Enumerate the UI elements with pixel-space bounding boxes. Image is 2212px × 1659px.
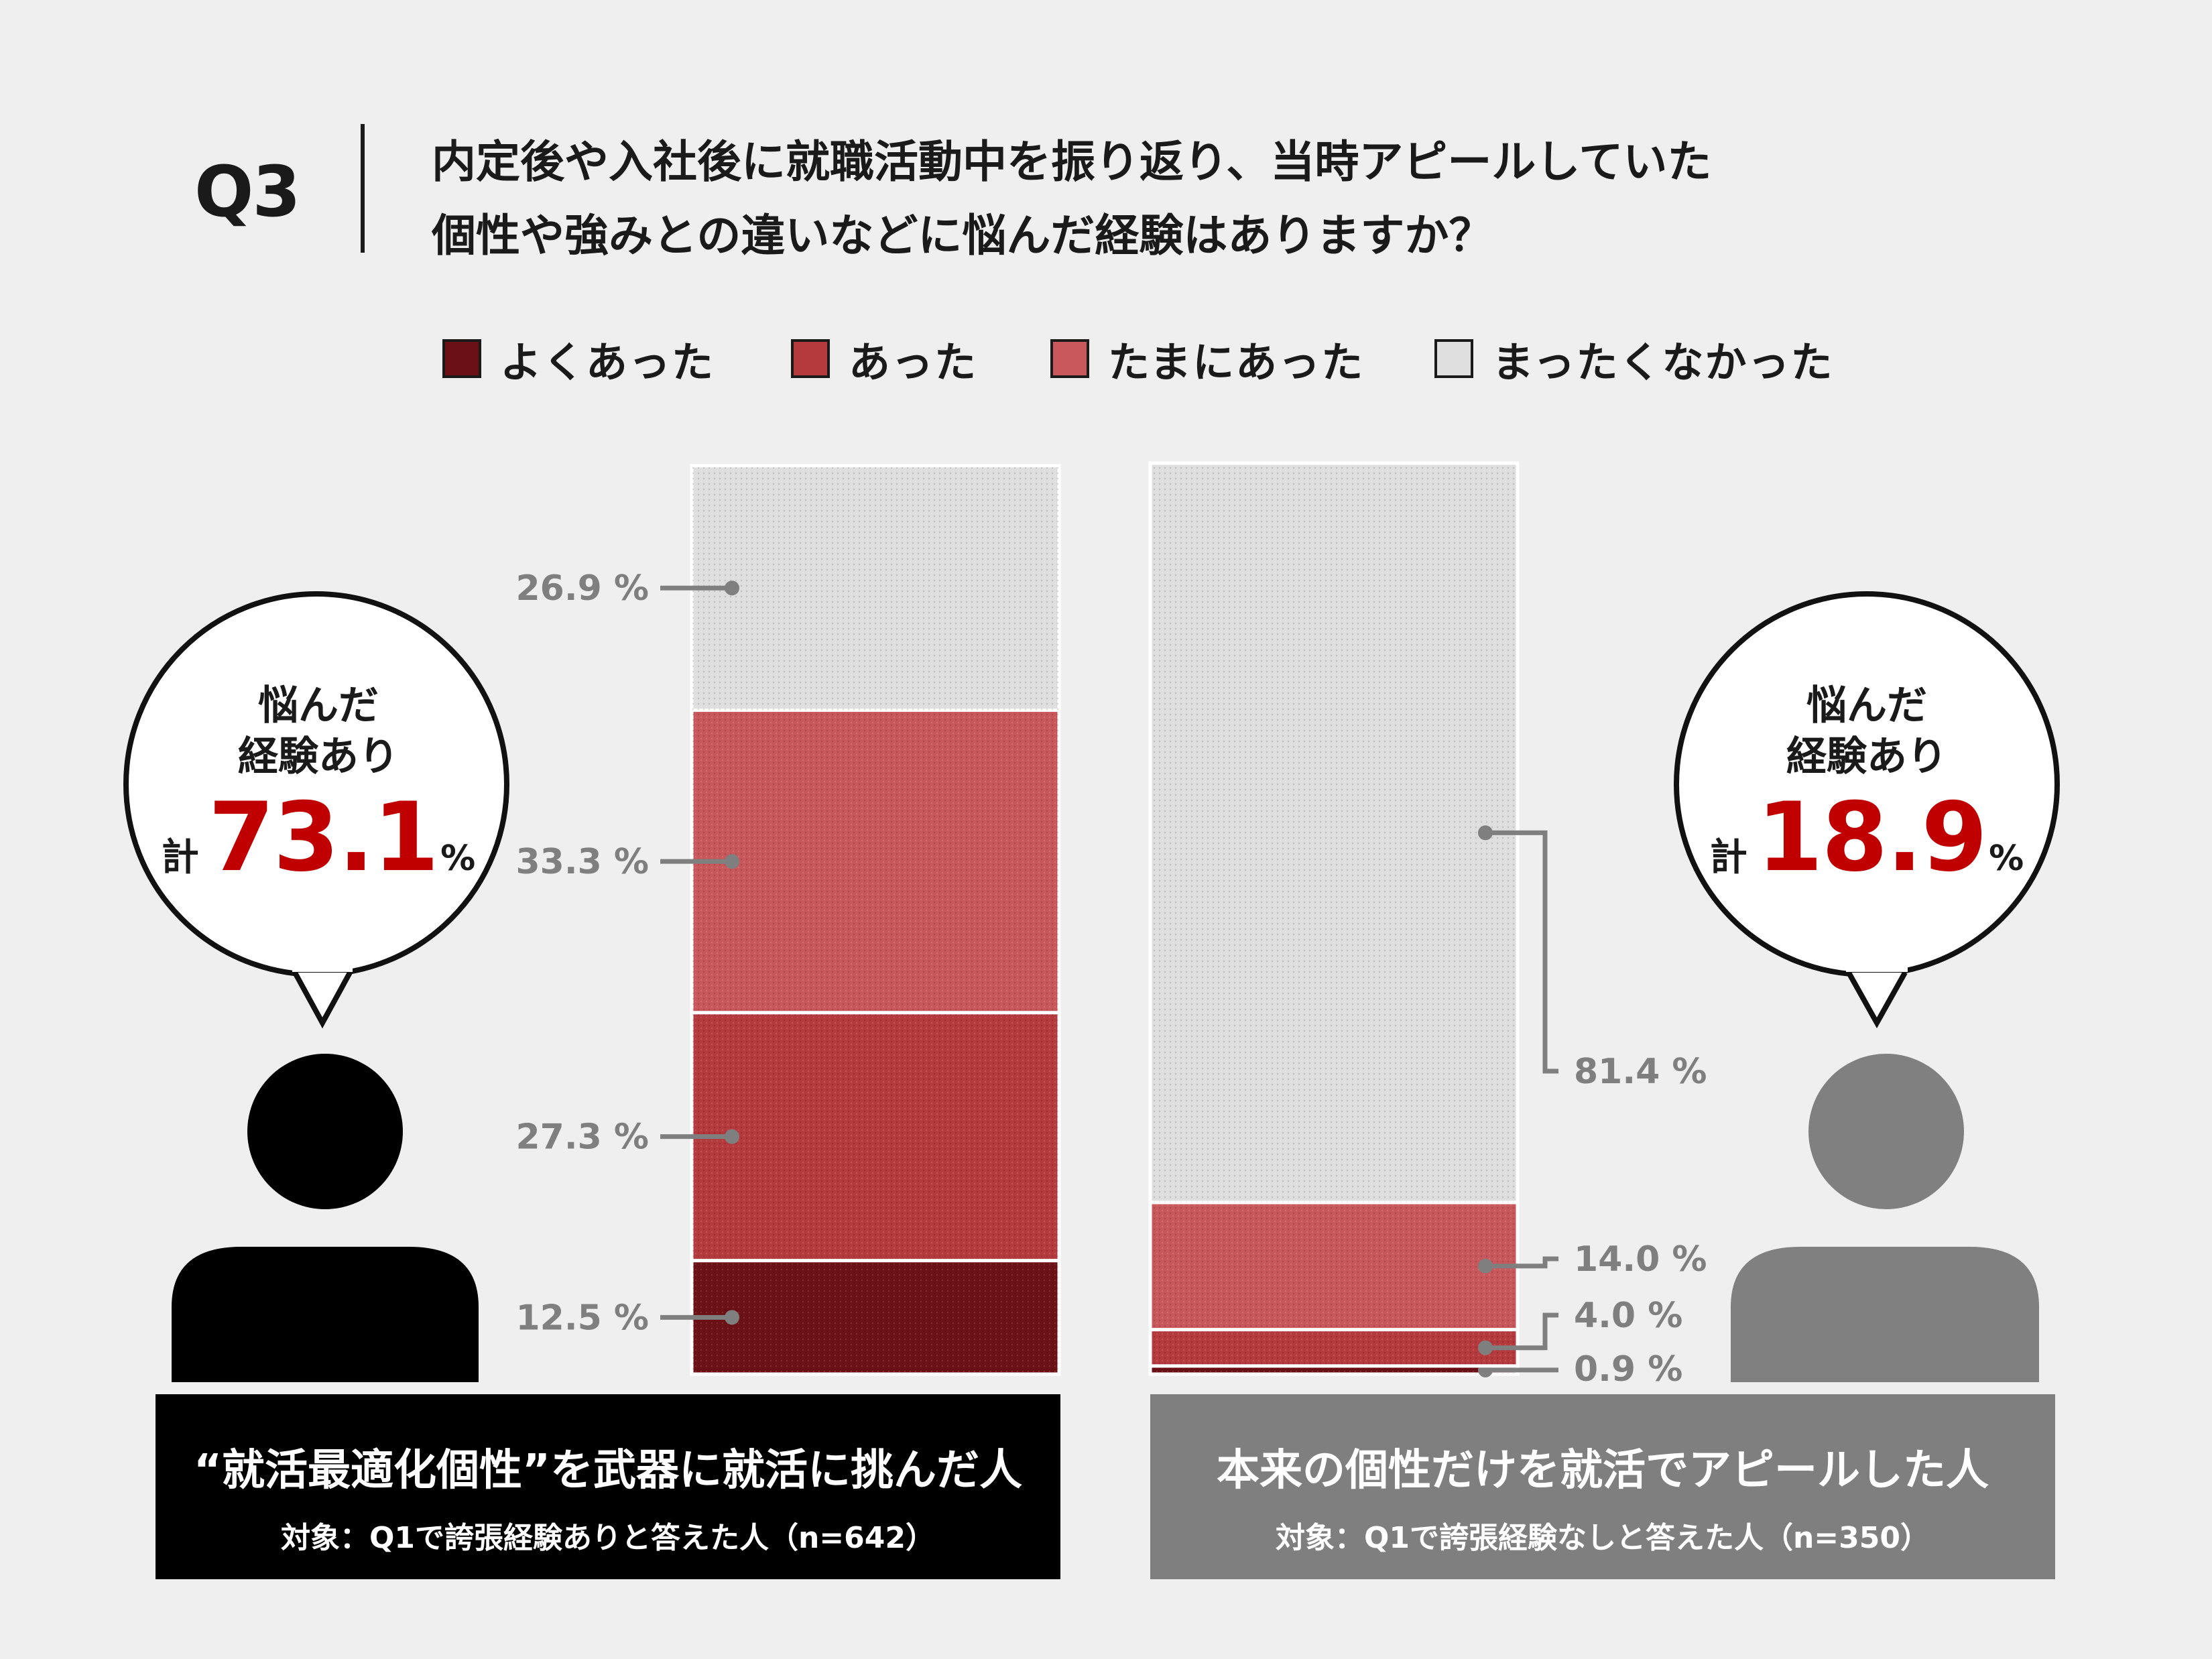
right-group-panel: 本来の個性だけを就活でアピールした人 対象：Q1で誇張経験なしと答えた人（n=3… <box>1150 1394 2055 1579</box>
right-bubble-total: 計 18.9 % <box>1682 782 2051 893</box>
legend-label-had: あった <box>849 338 978 387</box>
left-data-label-often-dot <box>725 1310 739 1325</box>
left-speech-bubble <box>123 591 509 1029</box>
legend-swatch-never <box>1434 339 1473 378</box>
right-bubble-content: 悩んだ 経験あり 計 18.9 % <box>1682 680 2051 893</box>
right-total-unit: % <box>1989 839 2024 879</box>
right-bubble-line-2: 経験あり <box>1786 733 1947 780</box>
right-bar-segment-sometimes-texture <box>1150 1202 1518 1330</box>
left-total-value: 73.1 <box>208 782 439 893</box>
right-data-label-often: 0.9 % <box>1574 1349 1682 1390</box>
left-bar-segment-never-texture <box>692 466 1059 711</box>
right-data-label-never-leader <box>1485 830 1558 1074</box>
right-data-label-had-dot <box>1478 1340 1493 1355</box>
legend-item-had: あった <box>791 328 977 389</box>
header-divider <box>361 124 365 253</box>
right-data-label-never: 81.4 % <box>1574 1052 1707 1092</box>
right-data-label-sometimes-dot <box>1478 1258 1493 1274</box>
legend-item-often: よくあった <box>442 328 715 389</box>
legend-item-sometimes: たまにあった <box>1050 328 1364 389</box>
left-group-title: “就活最適化個性”を武器に就活に挑んだ人 <box>193 1446 1023 1495</box>
right-group-subtitle: 対象：Q1で誇張経験なしと答えた人（n=350） <box>1275 1521 1930 1555</box>
right-data-label-had: 4.0 % <box>1574 1296 1682 1336</box>
left-bar-segment-often-texture <box>692 1260 1059 1374</box>
left-data-label-sometimes-dot <box>725 854 739 869</box>
right-person-icon <box>1731 1054 2039 1382</box>
left-data-label-never-dot <box>725 580 739 596</box>
legend-swatch-often <box>442 339 481 378</box>
left-group-panel: “就活最適化個性”を武器に就活に挑んだ人 対象：Q1で誇張経験ありと答えた人（n… <box>156 1394 1060 1579</box>
legend-item-never: まったくなかった <box>1434 328 1834 389</box>
right-data-label-sometimes: 14.0 % <box>1574 1239 1707 1280</box>
left-bar-segment-sometimes-texture <box>692 710 1059 1013</box>
legend-swatch-had <box>791 339 830 378</box>
right-data-label-had-leader <box>1485 1312 1558 1351</box>
left-person-icon <box>172 1054 479 1382</box>
legend-swatch-sometimes <box>1050 339 1089 378</box>
right-total-prefix: 計 <box>1709 836 1747 879</box>
right-group-title: 本来の個性だけを就活でアピールした人 <box>1217 1446 1989 1495</box>
right-bar-segment-often-texture <box>1150 1365 1518 1374</box>
legend-label-sometimes: たまにあった <box>1108 338 1365 387</box>
right-bubble-line-1: 悩んだ <box>1806 682 1927 729</box>
left-bubble-line-2: 経験あり <box>238 733 399 780</box>
question-text-line-2: 個性や強みとの違いなどに悩んだ経験はありますか？ <box>432 210 1493 261</box>
legend-label-often: よくあった <box>500 338 715 387</box>
right-bar-segment-never-texture <box>1150 463 1518 1203</box>
right-total-value: 18.9 <box>1756 782 1987 893</box>
left-data-label-had: 27.3 % <box>515 1117 649 1158</box>
left-bubble-total: 計 73.1 % <box>134 782 503 893</box>
left-bar-segment-had-texture <box>692 1012 1059 1261</box>
right-data-label-never-dot <box>1478 825 1493 841</box>
left-data-label-had-dot <box>725 1129 739 1144</box>
left-bubble-content: 悩んだ 経験あり 計 73.1 % <box>134 680 503 893</box>
right-data-label-sometimes-leader <box>1485 1256 1558 1269</box>
right-speech-bubble <box>1674 591 2060 1029</box>
legend-label-never: まったくなかった <box>1492 338 1834 387</box>
question-text-line-1: 内定後や入社後に就職活動中を振り返り、当時アピールしていた <box>432 136 1712 188</box>
left-group-subtitle: 対象：Q1で誇張経験ありと答えた人（n=642） <box>280 1521 936 1555</box>
left-data-label-never: 26.9 % <box>515 568 649 609</box>
left-data-label-sometimes: 33.3 % <box>515 842 649 882</box>
question-number: Q3 <box>194 151 301 233</box>
right-bar-segment-had-texture <box>1150 1329 1518 1366</box>
left-bubble-line-1: 悩んだ <box>258 682 379 729</box>
left-total-prefix: 計 <box>161 836 199 879</box>
left-total-unit: % <box>440 839 476 879</box>
left-data-label-often: 12.5 % <box>515 1298 649 1338</box>
